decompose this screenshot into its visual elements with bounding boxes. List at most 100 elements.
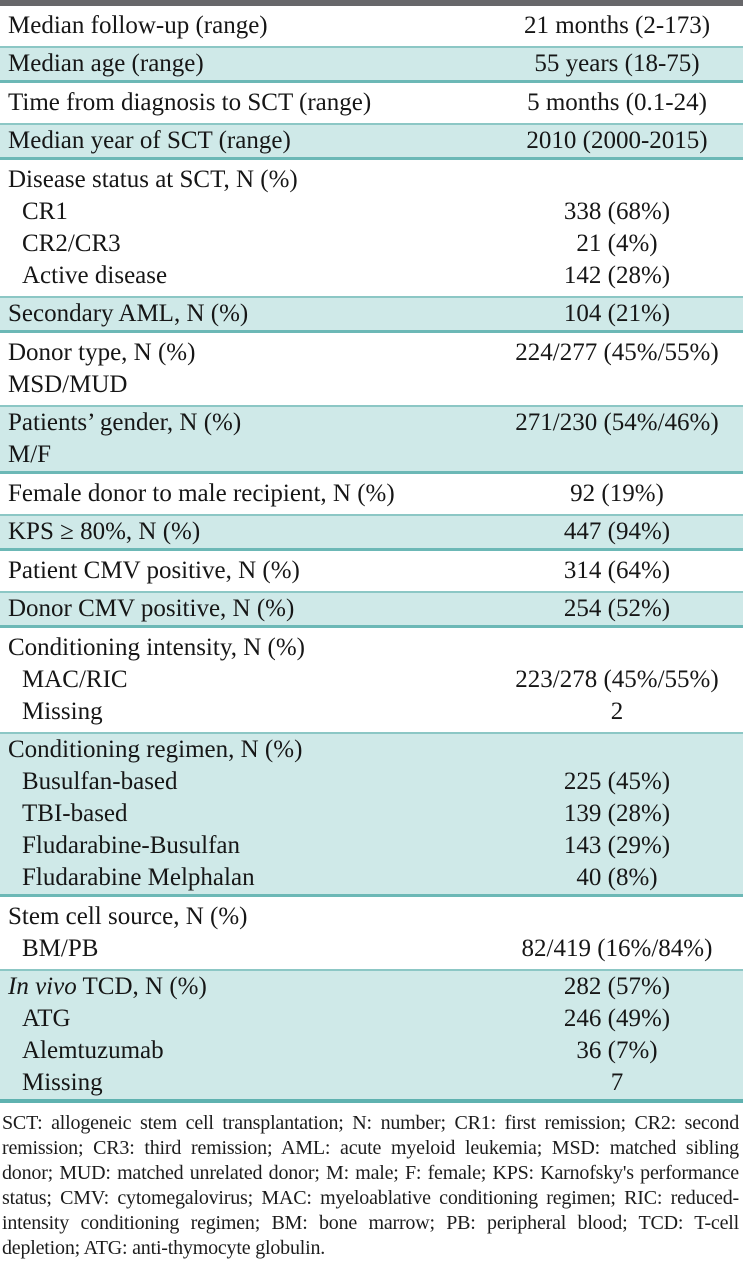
table-section: Conditioning intensity, N (%) MAC/RIC 223/… xyxy=(0,628,743,732)
row-label: Patients’ gender, N (%) xyxy=(8,409,242,436)
row-label: Donor CMV positive, N (%) xyxy=(8,595,295,622)
table-row: Donor CMV positive, N (%) 254 (52%) xyxy=(0,593,743,625)
table-row: Secondary AML, N (%) 104 (21%) xyxy=(0,298,743,330)
row-label: Fludarabine Melphalan xyxy=(22,864,255,891)
table-row: Stem cell source, N (%) xyxy=(0,901,743,933)
row-value: 246 (49%) xyxy=(563,1005,671,1032)
row-label: Donor type, N (%) xyxy=(8,339,196,366)
table-row: Time from diagnosis to SCT (range) 5 mont… xyxy=(0,87,743,119)
row-label: KPS ≥ 80%, N (%) xyxy=(8,518,201,545)
row-label: Conditioning intensity, N (%) xyxy=(8,634,305,661)
table-section: Conditioning regimen, N (%) Busulfan-base… xyxy=(0,732,743,897)
row-value: 36 (7%) xyxy=(576,1037,658,1064)
row-value: 143 (29%) xyxy=(563,832,671,859)
table-row: Median age (range) 55 years (18-75) xyxy=(0,48,743,80)
row-label: Busulfan-based xyxy=(22,768,178,795)
table-row: BM/PB 82/419 (16%/84%) xyxy=(0,933,743,965)
table-footnote: SCT: allogeneic stem cell transplantatio… xyxy=(2,1112,739,1259)
row-value: 55 years (18-75) xyxy=(534,50,700,77)
row-label: Median year of SCT (range) xyxy=(8,127,291,154)
row-label: Median follow-up (range) xyxy=(8,12,268,39)
row-label: MSD/MUD xyxy=(8,371,128,398)
row-label: M/F xyxy=(8,441,52,468)
row-value: 104 (21%) xyxy=(563,300,671,327)
row-value: 5 months (0.1-24) xyxy=(527,89,707,116)
table-row: CR2/CR3 21 (4%) xyxy=(0,228,743,260)
row-label: Active disease xyxy=(22,262,168,289)
row-label: CR2/CR3 xyxy=(22,230,121,257)
table-row: CR1 338 (68%) xyxy=(0,196,743,228)
row-label: In vivo TCD, N (%) xyxy=(8,973,207,1000)
table-section: Donor type, N (%) 224/277 (45%/55%) MSD/MU… xyxy=(0,333,743,405)
table-section: Donor CMV positive, N (%) 254 (52%) xyxy=(0,591,743,628)
table-row: Alemtuzumab 36 (7%) xyxy=(0,1035,743,1067)
row-label: Missing xyxy=(22,1069,103,1096)
table-row: In vivo TCD, N (%) 282 (57%) xyxy=(0,971,743,1003)
row-value: 338 (68%) xyxy=(563,198,671,225)
row-value: 271/230 (54%/46%) xyxy=(515,409,719,436)
row-value: 2 xyxy=(610,698,624,725)
row-value: 142 (28%) xyxy=(563,262,671,289)
table-row: Patients’ gender, N (%) 271/230 (54%/46%) xyxy=(0,407,743,439)
row-value: 254 (52%) xyxy=(563,595,671,622)
table-row: Donor type, N (%) 224/277 (45%/55%) xyxy=(0,337,743,369)
row-value: 21 months (2-173) xyxy=(523,12,711,39)
table-row: TBI-based 139 (28%) xyxy=(0,798,743,830)
row-value: 225 (45%) xyxy=(563,768,671,795)
row-label: Disease status at SCT, N (%) xyxy=(8,166,298,193)
row-label-italic: In vivo xyxy=(8,973,77,1000)
table-section: Time from diagnosis to SCT (range) 5 mont… xyxy=(0,83,743,123)
table-row: KPS ≥ 80%, N (%) 447 (94%) xyxy=(0,516,743,548)
table-row: Active disease 142 (28%) xyxy=(0,260,743,292)
row-label: Alemtuzumab xyxy=(22,1037,164,1064)
row-label: Time from diagnosis to SCT (range) xyxy=(8,89,372,116)
row-value: 314 (64%) xyxy=(563,557,671,584)
table-row: Busulfan-based 225 (45%) xyxy=(0,766,743,798)
table-row: Fludarabine-Busulfan 143 (29%) xyxy=(0,830,743,862)
table-row: Fludarabine Melphalan 40 (8%) xyxy=(0,862,743,894)
row-value: 224/277 (45%/55%) xyxy=(515,339,719,366)
row-label: Female donor to male recipient, N (%) xyxy=(8,480,395,507)
table-row: Median follow-up (range) 21 months (2-173… xyxy=(0,10,743,42)
table-row: ATG 246 (49%) xyxy=(0,1003,743,1035)
table-row: MSD/MUD xyxy=(0,369,743,401)
table-section: Female donor to male recipient, N (%) 92 … xyxy=(0,474,743,514)
patient-characteristics-table: Median follow-up (range) 21 months (2-173… xyxy=(0,0,743,1103)
row-value: 223/278 (45%/55%) xyxy=(515,666,719,693)
row-label: Fludarabine-Busulfan xyxy=(22,832,241,859)
row-label: Patient CMV positive, N (%) xyxy=(8,557,300,584)
row-label: BM/PB xyxy=(22,935,99,962)
table-section: Median age (range) 55 years (18-75) xyxy=(0,46,743,83)
table-row: Missing 7 xyxy=(0,1067,743,1099)
table-section: Disease status at SCT, N (%) CR1 338 (68%)… xyxy=(0,160,743,296)
row-label: ATG xyxy=(22,1005,71,1032)
table-row: Median year of SCT (range) 2010 (2000-201… xyxy=(0,125,743,157)
row-label: MAC/RIC xyxy=(22,666,128,693)
row-label: Stem cell source, N (%) xyxy=(8,903,248,930)
row-value: 7 xyxy=(610,1069,624,1096)
row-label: CR1 xyxy=(22,198,68,225)
row-value: 21 (4%) xyxy=(576,230,658,257)
table-row: Disease status at SCT, N (%) xyxy=(0,164,743,196)
table-row: Female donor to male recipient, N (%) 92 … xyxy=(0,478,743,510)
table-section: KPS ≥ 80%, N (%) 447 (94%) xyxy=(0,514,743,551)
row-label: Secondary AML, N (%) xyxy=(8,300,249,327)
table-section: Median year of SCT (range) 2010 (2000-201… xyxy=(0,123,743,160)
table-section: Secondary AML, N (%) 104 (21%) xyxy=(0,296,743,333)
table-section: In vivo TCD, N (%) 282 (57%) ATG 246 (49%) A… xyxy=(0,969,743,1103)
table-row: Missing 2 xyxy=(0,696,743,728)
row-value: 2010 (2000-2015) xyxy=(526,127,708,154)
table-section: Median follow-up (range) 21 months (2-173… xyxy=(0,6,743,46)
table-row: Conditioning intensity, N (%) xyxy=(0,632,743,664)
row-value: 282 (57%) xyxy=(563,973,671,1000)
row-value: 40 (8%) xyxy=(576,864,658,891)
row-label: Conditioning regimen, N (%) xyxy=(8,736,303,763)
row-label: Missing xyxy=(22,698,103,725)
row-value: 447 (94%) xyxy=(563,518,671,545)
table-row: Patient CMV positive, N (%) 314 (64%) xyxy=(0,555,743,587)
table-row: MAC/RIC 223/278 (45%/55%) xyxy=(0,664,743,696)
table-row: M/F xyxy=(0,439,743,471)
table-section: Patient CMV positive, N (%) 314 (64%) xyxy=(0,551,743,591)
row-label: Median age (range) xyxy=(8,50,204,77)
table-section: Stem cell source, N (%) BM/PB 82/419 (16%/… xyxy=(0,897,743,969)
